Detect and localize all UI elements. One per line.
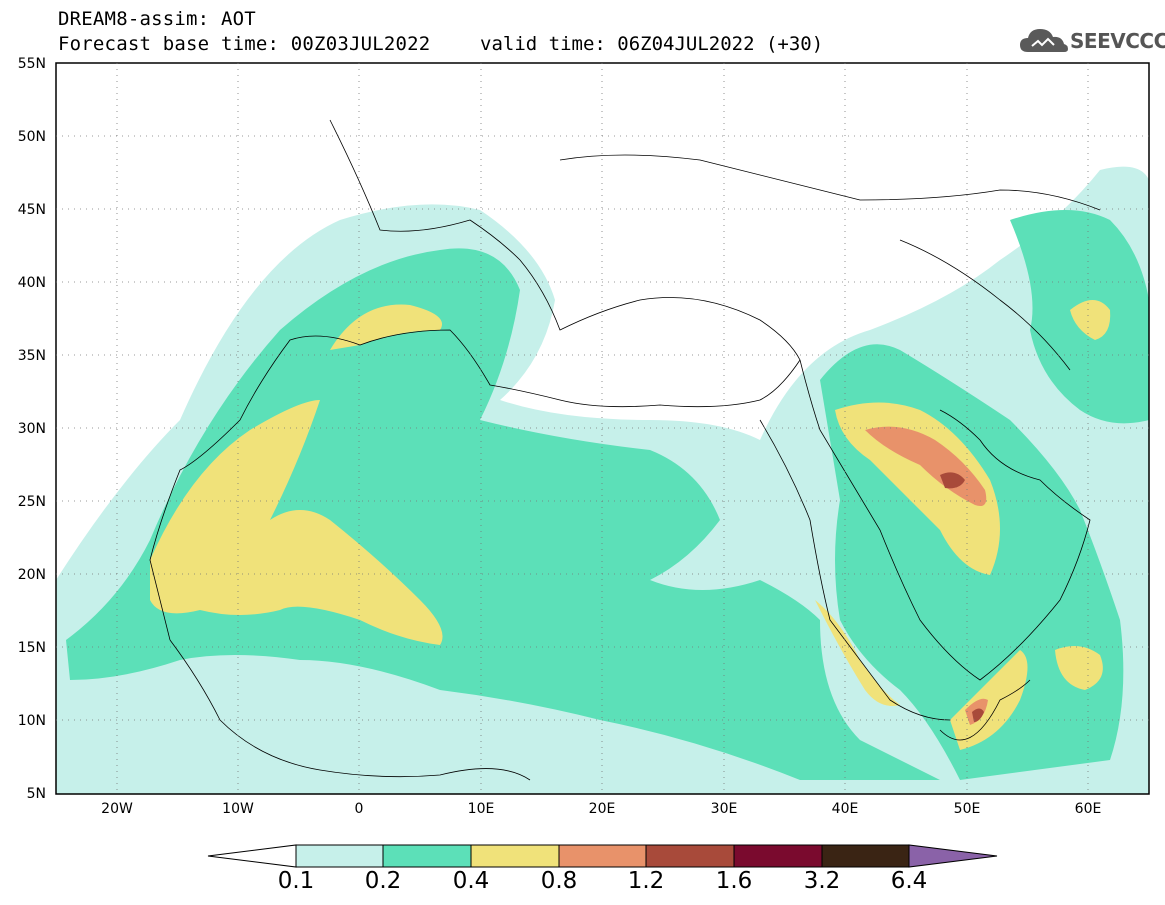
lon-label: 20E bbox=[589, 801, 616, 817]
colorbar-level: 1.2 bbox=[627, 868, 665, 894]
map-frame bbox=[55, 62, 1150, 795]
lon-label: 60E bbox=[1075, 801, 1102, 817]
lon-label: 10W bbox=[222, 801, 254, 817]
lon-axis: 20W 10W 0 10E 20E 30E 40E 50E 60E bbox=[101, 801, 1101, 817]
colorbar-swatch bbox=[470, 844, 560, 868]
lat-label: 35N bbox=[18, 348, 46, 364]
aot-band-1.2 bbox=[940, 472, 965, 489]
aot-band-0.4-redsea bbox=[815, 600, 900, 706]
colorbar-high-arrow bbox=[908, 844, 998, 868]
lat-axis: 55N 50N 45N 40N 35N 30N 25N 20N 15N 10N … bbox=[18, 56, 46, 802]
lat-label: 20N bbox=[18, 567, 46, 583]
map-title: DREAM8-assim: AOT bbox=[58, 8, 256, 30]
aot-band-0.4-iran bbox=[1070, 300, 1111, 340]
graticule bbox=[56, 63, 1149, 794]
aot-field bbox=[56, 166, 1149, 794]
lon-label: 30E bbox=[711, 801, 738, 817]
colorbar-level: 6.4 bbox=[890, 868, 928, 894]
lat-label: 50N bbox=[18, 129, 46, 145]
coastlines bbox=[149, 119, 1101, 781]
lat-label: 10N bbox=[18, 713, 46, 729]
colorbar-level: 3.2 bbox=[803, 868, 841, 894]
colorbar bbox=[207, 844, 998, 868]
colorbar-low-arrow bbox=[207, 844, 297, 868]
lon-label: 50E bbox=[954, 801, 981, 817]
colorbar-swatch bbox=[295, 844, 384, 868]
cloud-icon bbox=[1020, 29, 1068, 52]
lon-label: 10E bbox=[468, 801, 495, 817]
aot-band-1.2-horn bbox=[972, 708, 984, 722]
lat-label: 55N bbox=[18, 56, 46, 72]
base-time-label: Forecast base time: 00Z03JUL2022 bbox=[58, 33, 431, 55]
lat-label: 25N bbox=[18, 494, 46, 510]
lat-label: 45N bbox=[18, 202, 46, 218]
colorbar-swatch bbox=[645, 844, 735, 868]
lon-label: 40E bbox=[832, 801, 859, 817]
lat-label: 30N bbox=[18, 421, 46, 437]
aot-band-0.4-horn bbox=[950, 650, 1028, 750]
valid-time-label: valid time: 06Z04JUL2022 (+30) bbox=[480, 33, 824, 55]
colorbar-level: 0.2 bbox=[364, 868, 402, 894]
colorbar-level: 0.1 bbox=[277, 868, 315, 894]
colorbar-level: 0.8 bbox=[540, 868, 578, 894]
colorbar-swatch bbox=[382, 844, 472, 868]
colorbar-level: 0.4 bbox=[452, 868, 490, 894]
aot-band-0.4-arabiansea bbox=[1055, 646, 1103, 690]
lat-label: 5N bbox=[27, 786, 46, 802]
colorbar-level: 1.6 bbox=[715, 868, 753, 894]
aot-band-0.4 bbox=[150, 400, 443, 645]
lat-label: 40N bbox=[18, 275, 46, 291]
colorbar-swatch bbox=[821, 844, 910, 868]
lon-label: 20W bbox=[101, 801, 133, 817]
colorbar-swatch bbox=[733, 844, 823, 868]
lat-label: 15N bbox=[18, 640, 46, 656]
colorbar-swatch bbox=[558, 844, 647, 868]
aot-band-0.4-gulf bbox=[835, 402, 1000, 575]
seevccc-logo: SEEVCCC bbox=[1018, 24, 1165, 60]
lon-label: 0 bbox=[355, 801, 364, 817]
logo-text: SEEVCCC bbox=[1070, 29, 1165, 53]
aot-band-0.4-north bbox=[330, 304, 442, 350]
